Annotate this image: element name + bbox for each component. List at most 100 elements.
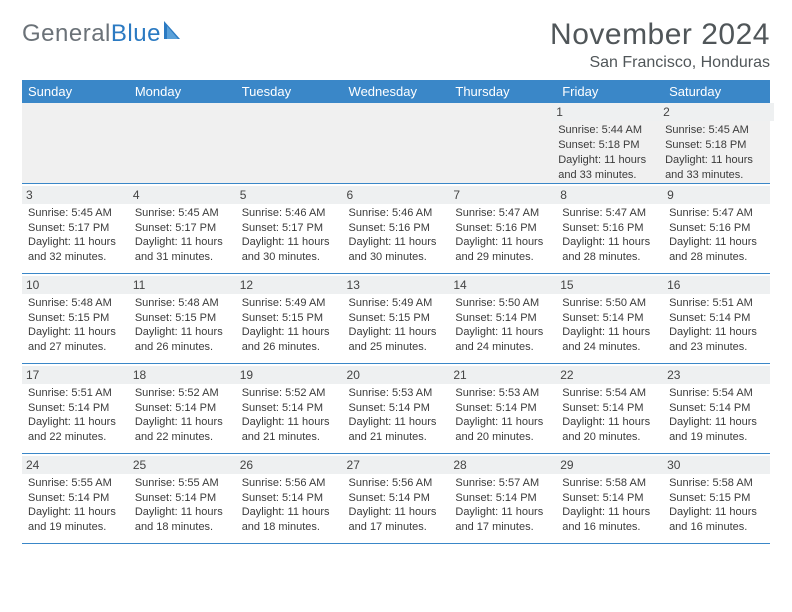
calendar-day-cell: 27 Sunrise: 5:56 AMSunset: 5:14 PMDayligh…: [343, 453, 450, 543]
day-info: Sunrise: 5:57 AMSunset: 5:14 PMDaylight:…: [453, 476, 552, 535]
calendar-day-cell: 15 Sunrise: 5:50 AMSunset: 5:14 PMDayligh…: [556, 273, 663, 363]
calendar-day-cell: 25 Sunrise: 5:55 AMSunset: 5:14 PMDayligh…: [129, 453, 236, 543]
day-info: Sunrise: 5:47 AMSunset: 5:16 PMDaylight:…: [667, 206, 766, 265]
calendar-week: 24Sunrise: 5:55 AMSunset: 5:14 PMDayligh…: [22, 453, 770, 543]
day-info: Sunrise: 5:47 AMSunset: 5:16 PMDaylight:…: [453, 206, 552, 265]
logo-text-blue: Blue: [111, 20, 161, 47]
calendar-head: SundayMondayTuesdayWednesdayThursdayFrid…: [22, 80, 770, 103]
calendar-day-cell: 1Sunrise: 5:44 AMSunset: 5:18 PMDaylight…: [556, 103, 663, 183]
day-info: Sunrise: 5:56 AMSunset: 5:14 PMDaylight:…: [240, 476, 339, 535]
day-number: 14: [449, 276, 556, 294]
day-info: Sunrise: 5:51 AMSunset: 5:14 PMDaylight:…: [667, 296, 766, 355]
calendar-day-cell: 21Sunrise: 5:53 AMSunset: 5:14 PMDayligh…: [449, 363, 556, 453]
day-info: Sunrise: 5:52 AMSunset: 5:14 PMDaylight:…: [240, 386, 339, 445]
day-info: Sunrise: 5:45 AMSunset: 5:17 PMDaylight:…: [133, 206, 232, 265]
day-number: 9: [663, 186, 770, 204]
day-number: 13: [343, 276, 450, 294]
calendar-day-cell: 18 Sunrise: 5:52 AMSunset: 5:14 PMDayligh…: [129, 363, 236, 453]
day-info: Sunrise: 5:54 AMSunset: 5:14 PMDaylight:…: [667, 386, 766, 445]
calendar-week: 10Sunrise: 5:48 AMSunset: 5:15 PMDayligh…: [22, 273, 770, 363]
calendar-day-cell: 17 Sunrise: 5:51 AMSunset: 5:14 PMDayligh…: [22, 363, 129, 453]
month-title: November 2024: [550, 18, 770, 52]
calendar-day-cell: .: [449, 103, 556, 183]
calendar-day-cell: .: [343, 103, 450, 183]
calendar-day-cell: 14 Sunrise: 5:50 AMSunset: 5:14 PMDayligh…: [449, 273, 556, 363]
calendar-day-cell: 8 Sunrise: 5:47 AMSunset: 5:16 PMDaylight…: [556, 183, 663, 273]
title-block: November 2024 San Francisco, Honduras: [550, 18, 770, 72]
day-info: Sunrise: 5:55 AMSunset: 5:14 PMDaylight:…: [26, 476, 125, 535]
day-number: 7: [449, 186, 556, 204]
day-info: Sunrise: 5:48 AMSunset: 5:15 PMDaylight:…: [26, 296, 125, 355]
day-number: 1: [552, 103, 667, 121]
logo: GeneralBlue: [22, 20, 189, 48]
logo-text-gray: General: [22, 20, 111, 47]
day-number: 26: [236, 456, 343, 474]
day-info: Sunrise: 5:47 AMSunset: 5:16 PMDaylight:…: [560, 206, 659, 265]
calendar-day-cell: 5 Sunrise: 5:46 AMSunset: 5:17 PMDaylight…: [236, 183, 343, 273]
calendar-week: .....1Sunrise: 5:44 AMSunset: 5:18 PMDay…: [22, 103, 770, 183]
weekday-header: Tuesday: [236, 80, 343, 103]
weekday-header: Monday: [129, 80, 236, 103]
day-number: 2: [659, 103, 774, 121]
calendar-day-cell: 9 Sunrise: 5:47 AMSunset: 5:16 PMDaylight…: [663, 183, 770, 273]
calendar-day-cell: 2Sunrise: 5:45 AMSunset: 5:18 PMDaylight…: [663, 103, 770, 183]
calendar-day-cell: 3 Sunrise: 5:45 AMSunset: 5:17 PMDaylight…: [22, 183, 129, 273]
day-info: Sunrise: 5:56 AMSunset: 5:14 PMDaylight:…: [347, 476, 446, 535]
sail-icon: [163, 19, 189, 46]
calendar-day-cell: 20Sunrise: 5:53 AMSunset: 5:14 PMDayligh…: [343, 363, 450, 453]
weekday-header: Thursday: [449, 80, 556, 103]
day-number: 4: [129, 186, 236, 204]
calendar-day-cell: .: [22, 103, 129, 183]
location: San Francisco, Honduras: [550, 54, 770, 72]
calendar-day-cell: 12 Sunrise: 5:49 AMSunset: 5:15 PMDayligh…: [236, 273, 343, 363]
day-number: 17: [22, 366, 129, 384]
day-number: 11: [129, 276, 236, 294]
calendar-day-cell: 16Sunrise: 5:51 AMSunset: 5:14 PMDayligh…: [663, 273, 770, 363]
day-info: Sunrise: 5:49 AMSunset: 5:15 PMDaylight:…: [347, 296, 446, 355]
calendar-day-cell: 22 Sunrise: 5:54 AMSunset: 5:14 PMDayligh…: [556, 363, 663, 453]
calendar-day-cell: 26 Sunrise: 5:56 AMSunset: 5:14 PMDayligh…: [236, 453, 343, 543]
day-info: Sunrise: 5:46 AMSunset: 5:17 PMDaylight:…: [240, 206, 339, 265]
day-number: 10: [22, 276, 129, 294]
calendar-day-cell: 4 Sunrise: 5:45 AMSunset: 5:17 PMDaylight…: [129, 183, 236, 273]
day-info: Sunrise: 5:54 AMSunset: 5:14 PMDaylight:…: [560, 386, 659, 445]
day-info: Sunrise: 5:46 AMSunset: 5:16 PMDaylight:…: [347, 206, 446, 265]
day-info: Sunrise: 5:48 AMSunset: 5:15 PMDaylight:…: [133, 296, 232, 355]
day-number: 18: [129, 366, 236, 384]
day-info: Sunrise: 5:51 AMSunset: 5:14 PMDaylight:…: [26, 386, 125, 445]
calendar-day-cell: 23Sunrise: 5:54 AMSunset: 5:14 PMDayligh…: [663, 363, 770, 453]
day-info: Sunrise: 5:58 AMSunset: 5:15 PMDaylight:…: [667, 476, 766, 535]
day-info: Sunrise: 5:45 AMSunset: 5:17 PMDaylight:…: [26, 206, 125, 265]
day-info: Sunrise: 5:55 AMSunset: 5:14 PMDaylight:…: [133, 476, 232, 535]
day-info: Sunrise: 5:49 AMSunset: 5:15 PMDaylight:…: [240, 296, 339, 355]
weekday-header: Sunday: [22, 80, 129, 103]
calendar-day-cell: 29 Sunrise: 5:58 AMSunset: 5:14 PMDayligh…: [556, 453, 663, 543]
day-number: 12: [236, 276, 343, 294]
day-number: 29: [556, 456, 663, 474]
logo-text: GeneralBlue: [22, 20, 161, 48]
day-number: 8: [556, 186, 663, 204]
day-info: Sunrise: 5:58 AMSunset: 5:14 PMDaylight:…: [560, 476, 659, 535]
day-number: 5: [236, 186, 343, 204]
day-number: 25: [129, 456, 236, 474]
calendar-week: 17 Sunrise: 5:51 AMSunset: 5:14 PMDayligh…: [22, 363, 770, 453]
day-info: Sunrise: 5:52 AMSunset: 5:14 PMDaylight:…: [133, 386, 232, 445]
day-number: 27: [343, 456, 450, 474]
day-info: Sunrise: 5:50 AMSunset: 5:14 PMDaylight:…: [560, 296, 659, 355]
weekday-header: Friday: [556, 80, 663, 103]
calendar-day-cell: 30 Sunrise: 5:58 AMSunset: 5:15 PMDayligh…: [663, 453, 770, 543]
day-number: 15: [556, 276, 663, 294]
day-number: 24: [22, 456, 129, 474]
day-info: Sunrise: 5:53 AMSunset: 5:14 PMDaylight:…: [453, 386, 552, 445]
calendar-day-cell: .: [129, 103, 236, 183]
weekday-header: Wednesday: [343, 80, 450, 103]
day-info: Sunrise: 5:44 AMSunset: 5:18 PMDaylight:…: [556, 123, 663, 182]
calendar-week: 3Sunrise: 5:45 AMSunset: 5:17 PMDaylight…: [22, 183, 770, 273]
calendar-day-cell: 11 Sunrise: 5:48 AMSunset: 5:15 PMDayligh…: [129, 273, 236, 363]
day-number: 22: [556, 366, 663, 384]
day-info: Sunrise: 5:50 AMSunset: 5:14 PMDaylight:…: [453, 296, 552, 355]
day-number: 3: [22, 186, 129, 204]
header: GeneralBlue November 2024 San Francisco,…: [22, 18, 770, 72]
day-number: 30: [663, 456, 770, 474]
calendar-day-cell: .: [236, 103, 343, 183]
